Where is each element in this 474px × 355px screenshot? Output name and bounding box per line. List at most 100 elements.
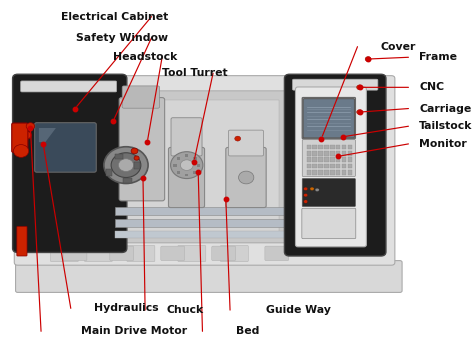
Bar	[348, 164, 352, 168]
FancyBboxPatch shape	[122, 86, 160, 108]
Bar	[342, 151, 346, 155]
Bar	[312, 151, 317, 155]
Bar	[312, 157, 317, 162]
Text: Safety Window: Safety Window	[76, 33, 168, 43]
FancyBboxPatch shape	[295, 87, 366, 247]
Circle shape	[303, 193, 308, 197]
Circle shape	[134, 156, 139, 160]
Text: Tailstock: Tailstock	[419, 121, 473, 131]
Circle shape	[310, 187, 314, 191]
Bar	[324, 144, 328, 149]
Bar	[173, 164, 176, 166]
FancyBboxPatch shape	[284, 74, 386, 256]
Polygon shape	[39, 128, 56, 142]
Bar	[342, 170, 346, 175]
FancyBboxPatch shape	[265, 246, 289, 261]
Text: Frame: Frame	[419, 52, 457, 62]
FancyBboxPatch shape	[13, 74, 127, 252]
FancyBboxPatch shape	[228, 130, 264, 156]
Circle shape	[303, 187, 308, 191]
FancyBboxPatch shape	[302, 140, 356, 176]
FancyBboxPatch shape	[16, 261, 402, 293]
Text: Tool Turret: Tool Turret	[162, 68, 228, 78]
Circle shape	[13, 144, 29, 157]
Bar	[106, 169, 111, 176]
FancyBboxPatch shape	[17, 226, 27, 256]
Bar	[193, 171, 197, 174]
FancyBboxPatch shape	[50, 245, 78, 262]
Bar	[342, 164, 346, 168]
FancyBboxPatch shape	[35, 123, 96, 172]
Bar	[336, 144, 340, 149]
Text: Carriage: Carriage	[419, 104, 471, 114]
Bar	[324, 151, 328, 155]
Bar	[197, 164, 201, 166]
Bar	[336, 170, 340, 175]
Bar	[177, 171, 180, 174]
Circle shape	[131, 148, 138, 154]
Text: Electrical Cabinet: Electrical Cabinet	[61, 12, 168, 22]
Circle shape	[365, 56, 371, 61]
Bar	[115, 219, 285, 227]
Bar	[312, 170, 317, 175]
Bar	[185, 154, 189, 157]
Bar	[330, 164, 335, 168]
Bar	[319, 151, 323, 155]
Text: Cover: Cover	[381, 42, 416, 52]
FancyBboxPatch shape	[292, 79, 378, 90]
Bar	[348, 151, 352, 155]
Circle shape	[118, 159, 134, 171]
FancyBboxPatch shape	[21, 81, 117, 92]
FancyBboxPatch shape	[14, 76, 395, 265]
FancyBboxPatch shape	[212, 246, 236, 261]
Bar	[324, 170, 328, 175]
Bar	[319, 157, 323, 162]
Text: Main Drive Motor: Main Drive Motor	[82, 326, 188, 336]
Bar	[319, 164, 323, 168]
Bar	[342, 144, 346, 149]
Bar	[319, 170, 323, 175]
Circle shape	[111, 153, 141, 178]
Bar	[324, 157, 328, 162]
Bar	[319, 144, 323, 149]
Bar	[307, 144, 311, 149]
Bar	[324, 164, 328, 168]
FancyBboxPatch shape	[12, 123, 28, 152]
Bar	[330, 157, 335, 162]
Bar	[348, 157, 352, 162]
FancyBboxPatch shape	[110, 246, 134, 261]
FancyBboxPatch shape	[84, 245, 112, 262]
Bar	[348, 170, 352, 175]
Bar	[312, 144, 317, 149]
Circle shape	[315, 188, 319, 192]
Bar	[115, 154, 123, 159]
Text: CNC: CNC	[419, 82, 444, 92]
Circle shape	[356, 110, 363, 115]
Bar	[122, 100, 279, 234]
FancyBboxPatch shape	[161, 246, 184, 261]
Text: Bed: Bed	[237, 326, 260, 336]
Bar	[348, 144, 352, 149]
Bar	[115, 231, 285, 237]
Circle shape	[303, 200, 308, 203]
Bar	[177, 157, 180, 159]
Circle shape	[356, 85, 363, 90]
Circle shape	[235, 136, 241, 141]
Circle shape	[104, 147, 148, 184]
Bar	[135, 162, 140, 169]
Bar	[336, 164, 340, 168]
FancyBboxPatch shape	[168, 147, 205, 208]
Circle shape	[26, 123, 35, 130]
Text: Hydraulics: Hydraulics	[94, 303, 159, 313]
Bar	[336, 151, 340, 155]
Bar	[330, 151, 335, 155]
Text: Monitor: Monitor	[419, 139, 467, 149]
Circle shape	[238, 171, 254, 184]
Circle shape	[21, 131, 31, 139]
FancyBboxPatch shape	[127, 245, 155, 262]
FancyBboxPatch shape	[302, 179, 356, 207]
FancyBboxPatch shape	[303, 99, 355, 138]
Bar	[312, 164, 317, 168]
FancyBboxPatch shape	[171, 118, 202, 156]
FancyBboxPatch shape	[113, 91, 287, 243]
